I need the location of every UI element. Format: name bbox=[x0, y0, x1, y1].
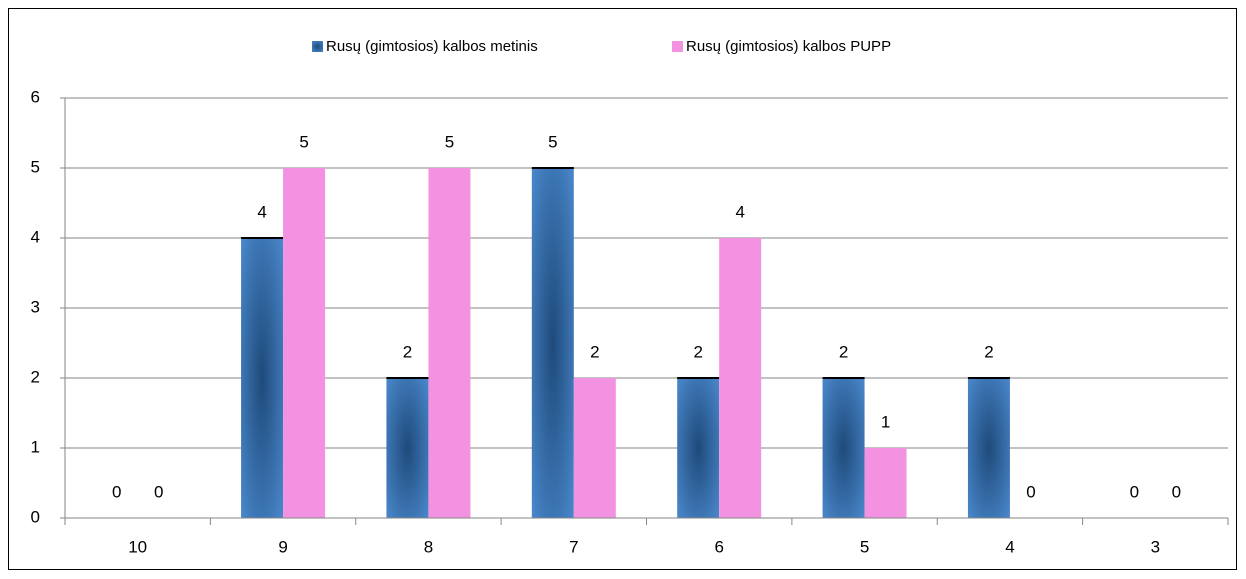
data-label: 2 bbox=[839, 342, 848, 361]
y-tick-label: 6 bbox=[31, 87, 40, 106]
data-label: 0 bbox=[1172, 482, 1181, 501]
data-label: 5 bbox=[548, 132, 557, 151]
data-label: 2 bbox=[693, 342, 702, 361]
y-tick-label: 4 bbox=[31, 227, 40, 246]
data-label: 5 bbox=[445, 132, 454, 151]
legend-swatch bbox=[672, 41, 683, 52]
chart-border bbox=[8, 8, 1237, 570]
data-label: 5 bbox=[299, 132, 308, 151]
y-tick-label: 2 bbox=[31, 367, 40, 386]
bar bbox=[967, 378, 1010, 518]
data-label: 2 bbox=[403, 342, 412, 361]
y-tick-label: 1 bbox=[31, 437, 40, 456]
x-tick-label: 7 bbox=[569, 537, 578, 556]
y-tick-label: 3 bbox=[31, 297, 40, 316]
bar bbox=[241, 238, 284, 518]
x-tick-label: 9 bbox=[278, 537, 287, 556]
data-label: 4 bbox=[735, 202, 744, 221]
x-tick-label: 4 bbox=[1005, 537, 1014, 556]
bar bbox=[864, 448, 907, 518]
legend-label: Rusų (gimtosios) kalbos metinis bbox=[326, 38, 538, 55]
data-label: 1 bbox=[881, 412, 890, 431]
data-label: 0 bbox=[112, 482, 121, 501]
data-label: 0 bbox=[154, 482, 163, 501]
bar bbox=[822, 378, 865, 518]
y-tick-label: 0 bbox=[31, 507, 40, 526]
data-label: 2 bbox=[590, 342, 599, 361]
x-tick-label: 10 bbox=[128, 537, 147, 556]
x-tick-label: 6 bbox=[714, 537, 723, 556]
data-label: 4 bbox=[257, 202, 266, 221]
data-label: 0 bbox=[1026, 482, 1035, 501]
bar bbox=[531, 168, 574, 518]
x-tick-label: 5 bbox=[860, 537, 869, 556]
bar bbox=[386, 378, 429, 518]
data-label: 0 bbox=[1130, 482, 1139, 501]
bar bbox=[719, 238, 762, 518]
bar bbox=[677, 378, 720, 518]
legend-swatch bbox=[312, 41, 323, 52]
x-tick-label: 3 bbox=[1151, 537, 1160, 556]
y-tick-label: 5 bbox=[31, 157, 40, 176]
data-label: 2 bbox=[984, 342, 993, 361]
bar bbox=[283, 168, 326, 518]
bar bbox=[573, 378, 616, 518]
bar bbox=[428, 168, 471, 518]
x-tick-label: 8 bbox=[424, 537, 433, 556]
legend-label: Rusų (gimtosios) kalbos PUPP bbox=[686, 38, 891, 55]
